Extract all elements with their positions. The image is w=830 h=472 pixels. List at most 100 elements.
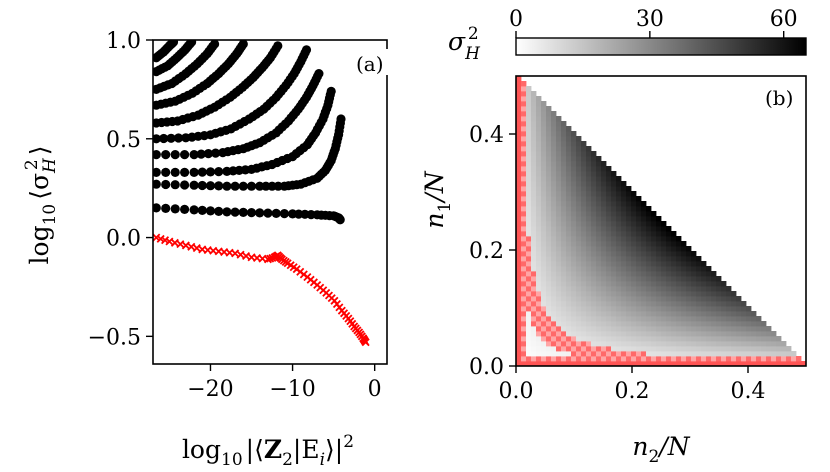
heatmap-cell xyxy=(721,316,727,322)
heatmap-cell xyxy=(681,351,687,357)
heatmap-cell xyxy=(666,361,672,367)
heatmap-cell xyxy=(516,101,522,107)
heatmap-cell xyxy=(541,306,547,312)
heatmap-cell xyxy=(626,336,632,342)
heatmap-cell xyxy=(566,196,572,202)
heatmap-cell xyxy=(736,356,742,362)
heatmap-cell xyxy=(631,346,637,352)
heatmap-cell xyxy=(561,316,567,322)
heatmap-cell xyxy=(581,281,587,287)
heatmap-cell xyxy=(516,201,522,207)
heatmap-cell xyxy=(721,326,727,332)
data-point-black-branch-3 xyxy=(170,150,180,160)
heatmap-cell xyxy=(531,306,537,312)
heatmap-cell xyxy=(556,256,562,262)
heatmap-cell xyxy=(651,211,657,217)
heatmap-cell xyxy=(661,321,667,327)
data-point-black-branch-2 xyxy=(153,167,161,177)
heatmap-cell xyxy=(726,351,732,357)
heatmap-cell xyxy=(566,361,572,367)
heatmap-cell xyxy=(606,171,612,177)
heatmap-cell xyxy=(551,271,557,277)
heatmap-cell xyxy=(586,271,592,277)
heatmap-cell xyxy=(631,256,637,262)
heatmap-cell xyxy=(646,226,652,232)
heatmap-cell xyxy=(596,221,602,227)
heatmap-cell xyxy=(516,241,522,247)
data-point-black-branch-2 xyxy=(214,167,224,177)
heatmap-cell xyxy=(681,241,687,247)
heatmap-cell xyxy=(721,336,727,342)
heatmap-cell xyxy=(636,341,642,347)
heatmap-cell xyxy=(656,286,662,292)
heatmap-cell xyxy=(536,201,542,207)
heatmap-cell xyxy=(561,261,567,267)
heatmap-cell xyxy=(606,276,612,282)
heatmap-cell xyxy=(541,171,547,177)
heatmap-cell xyxy=(686,261,692,267)
heatmap-cell xyxy=(666,356,672,362)
heatmap-cell xyxy=(681,251,687,257)
heatmap-cell xyxy=(591,331,597,337)
heatmap-cell xyxy=(581,231,587,237)
heatmap-cell xyxy=(581,236,587,242)
heatmap-cell xyxy=(551,281,557,287)
heatmap-cell xyxy=(591,296,597,302)
heatmap-cell xyxy=(576,246,582,252)
heatmap-cell xyxy=(521,166,527,172)
data-point-black-branch-4 xyxy=(159,133,169,144)
heatmap-cell xyxy=(546,221,552,227)
heatmap-cell xyxy=(551,346,557,352)
heatmap-cell xyxy=(666,326,672,332)
heatmap-cell xyxy=(776,351,782,357)
heatmap-cell xyxy=(626,341,632,347)
heatmap-cell xyxy=(606,226,612,232)
heatmap-cell xyxy=(536,311,542,317)
heatmap-cell xyxy=(551,316,557,322)
heatmap-cell xyxy=(766,336,772,342)
heatmap-cell xyxy=(751,331,757,337)
heatmap-cell xyxy=(526,146,532,152)
heatmap-cell xyxy=(581,211,587,217)
heatmap-cell xyxy=(556,116,562,122)
heatmap-cell xyxy=(576,301,582,307)
data-point-black-branch-1 xyxy=(246,181,257,191)
heatmap-cell xyxy=(696,286,702,292)
heatmap-cell xyxy=(566,271,572,277)
heatmap-cell xyxy=(651,316,657,322)
heatmap-cell xyxy=(686,291,692,297)
heatmap-cell xyxy=(651,326,657,332)
heatmap-cell xyxy=(591,326,597,332)
heatmap-cell xyxy=(646,236,652,242)
heatmap-cell xyxy=(656,281,662,287)
heatmap-cell xyxy=(561,131,567,137)
heatmap-cell xyxy=(581,201,587,207)
heatmap-cell xyxy=(626,281,632,287)
heatmap-cell xyxy=(606,316,612,322)
heatmap-cell xyxy=(546,191,552,197)
heatmap-cell xyxy=(526,91,532,97)
heatmap-cell xyxy=(531,196,537,202)
heatmap-cell xyxy=(691,271,697,277)
heatmap-cell xyxy=(681,266,687,272)
heatmap-cell xyxy=(676,316,682,322)
heatmap-cell xyxy=(536,291,542,297)
heatmap-cell xyxy=(646,361,652,367)
heatmap-cell xyxy=(546,131,552,137)
heatmap-cell xyxy=(516,151,522,157)
heatmap-cell xyxy=(706,346,712,352)
heatmap-cell xyxy=(661,261,667,267)
heatmap-cell xyxy=(566,156,572,162)
heatmap-cell xyxy=(616,226,622,232)
heatmap-cell xyxy=(576,311,582,317)
heatmap-cell xyxy=(551,266,557,272)
panel-a-ticks: −0.50.00.51.0−20 −10 0 xyxy=(88,29,382,402)
heatmap-cell xyxy=(676,266,682,272)
heatmap-cell xyxy=(611,241,617,247)
heatmap-cell xyxy=(591,176,597,182)
heatmap-cell xyxy=(636,346,642,352)
data-point-black-branch-0 xyxy=(153,203,161,213)
heatmap-cell xyxy=(531,111,537,117)
heatmap-cell xyxy=(591,286,597,292)
heatmap-cell xyxy=(736,306,742,312)
